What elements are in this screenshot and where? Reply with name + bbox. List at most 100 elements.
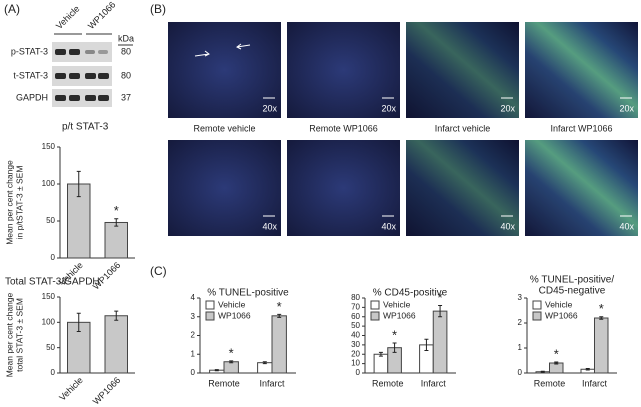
bar: [223, 361, 239, 374]
error-bar: [585, 368, 590, 371]
x-tick-label: Infarct: [421, 378, 447, 388]
legend-swatch: [532, 311, 542, 321]
error-bar: [114, 310, 119, 321]
micrograph: 40x: [406, 140, 519, 236]
magnification: 40x: [262, 221, 277, 231]
legend-label: WP1066: [545, 310, 578, 320]
legend-label: Vehicle: [545, 299, 573, 309]
significance-marker: *: [554, 346, 559, 361]
micrograph-caption: Infarct WP1066: [550, 123, 612, 133]
y-tick-label: 80: [351, 293, 360, 302]
y-axis-label: Mean per cent change: [4, 292, 14, 377]
blot-row-label: GAPDH: [16, 92, 48, 102]
significance-marker: *: [438, 290, 443, 305]
blot-strip: [52, 89, 112, 107]
y-tick-label: 1: [191, 349, 196, 358]
magnification: 40x: [500, 221, 515, 231]
micrograph-image: [406, 22, 519, 118]
y-tick-label: 150: [42, 292, 56, 301]
micrograph-caption: Remote vehicle: [193, 123, 255, 133]
significance-marker: *: [392, 327, 397, 342]
bar: [594, 317, 609, 374]
blot-bands: [55, 49, 109, 101]
micrograph: 20x: [406, 22, 519, 118]
legend-label: WP1066: [383, 310, 416, 320]
legend-swatch: [370, 311, 380, 321]
micrograph: 40x: [168, 140, 281, 236]
magnification: 20x: [619, 103, 634, 113]
chart-title: % TUNEL-positive: [207, 288, 289, 299]
magnification: 40x: [381, 221, 396, 231]
error-bar: [214, 369, 219, 372]
error-bar: [554, 361, 559, 365]
error-bar: [114, 218, 119, 227]
bar: [373, 353, 389, 374]
y-axis-label: in p/tSTAT-3 ± SEM: [14, 166, 24, 240]
y-tick-label: 70: [351, 302, 360, 311]
blot-kda: 80: [121, 46, 131, 56]
micrograph-image: [287, 140, 400, 236]
magnification: 20x: [500, 103, 515, 113]
legend-swatch: [370, 300, 380, 310]
blot-row-label: p-STAT-3: [11, 46, 48, 56]
chart-title: p/t STAT-3: [62, 122, 109, 133]
micrograph-caption: Infarct vehicle: [435, 123, 491, 133]
y-tick-label: 50: [46, 343, 55, 352]
y-tick-label: 60: [351, 312, 360, 321]
blot-kda: 37: [121, 92, 131, 102]
micrograph: 40x: [525, 140, 638, 236]
micrograph: 40x: [287, 140, 400, 236]
micrograph-caption: Remote WP1066: [309, 123, 378, 133]
arrow: [194, 50, 210, 57]
micrograph: 20x: [525, 22, 638, 118]
y-tick-label: 50: [46, 216, 55, 225]
blot-row-label: t-STAT-3: [13, 70, 48, 80]
micrograph-shade: [525, 22, 638, 118]
legend-swatch: [205, 311, 215, 321]
bar: [271, 315, 287, 374]
x-tick-label: Remote: [534, 378, 566, 388]
y-tick-label: 3: [191, 312, 196, 321]
significance-marker: *: [599, 301, 604, 316]
blot-kda: 80: [121, 70, 131, 80]
magnification: 20x: [381, 103, 396, 113]
error-bar: [599, 316, 604, 320]
blot-strip: [52, 42, 112, 62]
y-tick-label: 0: [51, 368, 56, 377]
y-tick-label: 4: [191, 293, 196, 302]
lane-label: Vehicle: [54, 3, 82, 31]
error-bar: [392, 342, 397, 353]
micrograph-image: [168, 22, 281, 118]
error-bar: [378, 351, 383, 357]
chart-title: % CD45-positive: [373, 288, 448, 299]
micrograph: 20x: [168, 22, 281, 118]
x-tick-label: Infarct: [582, 378, 608, 388]
y-tick-label: 2: [191, 331, 196, 340]
y-tick-label: 3: [518, 293, 523, 302]
panel-label: (C): [150, 264, 167, 278]
y-tick-label: 50: [351, 321, 360, 330]
arrow: [236, 43, 251, 50]
micrograph-shade: [525, 140, 638, 236]
lane-label: WP1066: [86, 0, 117, 31]
x-tick-label: Remote: [208, 378, 240, 388]
panel-label: (A): [4, 2, 20, 16]
bar: [432, 310, 448, 374]
error-bar: [540, 370, 545, 373]
significance-marker: *: [114, 203, 119, 218]
blot-strip: [52, 66, 112, 86]
legend-label: Vehicle: [218, 299, 246, 309]
micrograph-image: [168, 140, 281, 236]
y-tick-label: 1: [518, 343, 523, 352]
micrograph-image: [525, 22, 638, 118]
error-bar: [438, 305, 443, 318]
chart-title: % TUNEL-positive/: [530, 275, 615, 286]
legend-swatch: [205, 300, 215, 310]
legend-swatch: [532, 300, 542, 310]
y-tick-label: 10: [351, 359, 360, 368]
bar: [257, 362, 273, 374]
error-bar: [277, 313, 282, 318]
error-bar: [76, 312, 81, 332]
